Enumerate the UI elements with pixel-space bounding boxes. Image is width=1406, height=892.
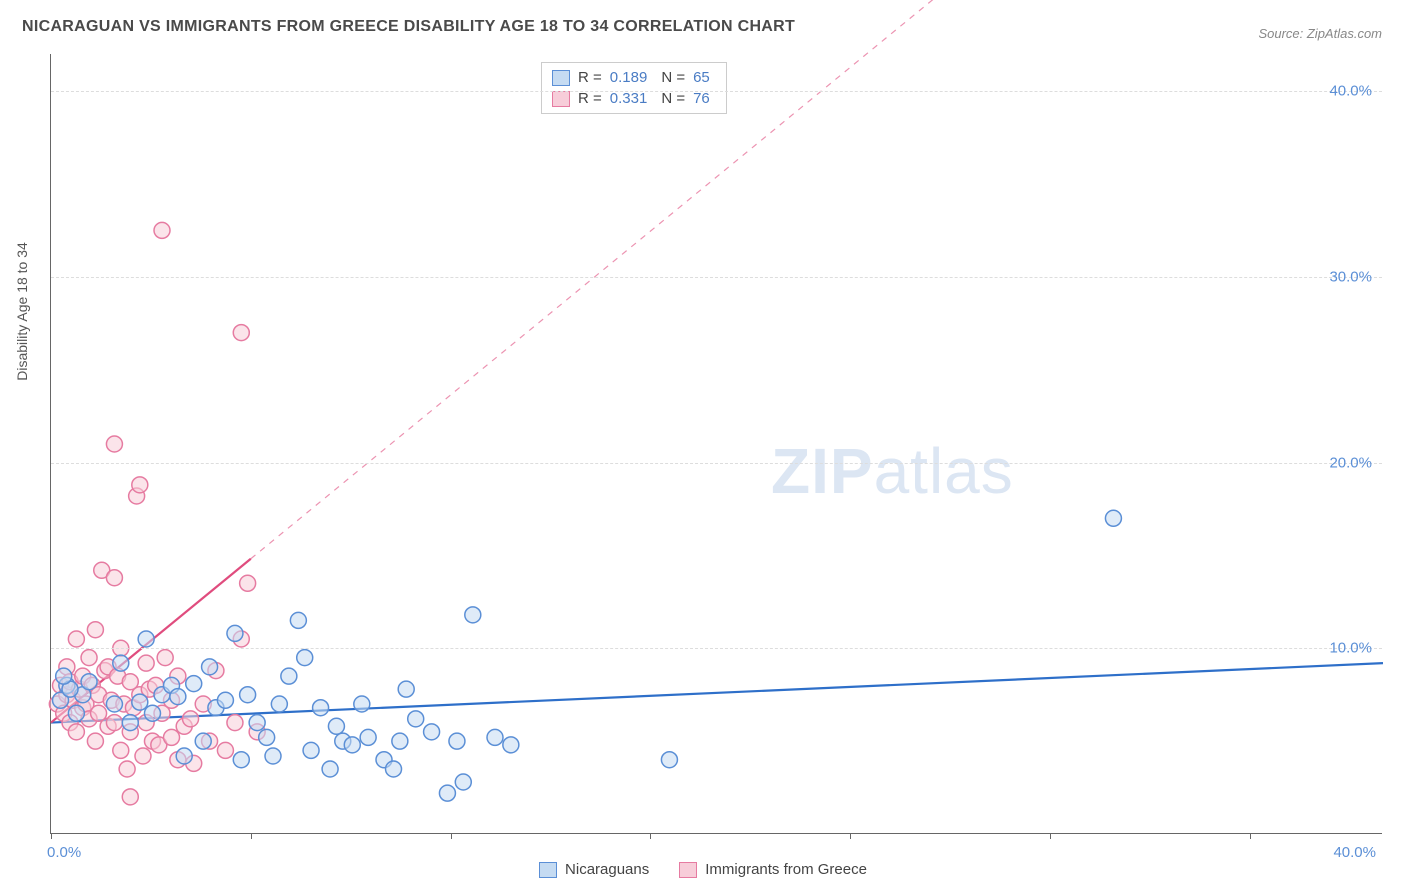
bottom-legend: Nicaraguans Immigrants from Greece xyxy=(0,861,1406,878)
n-value-1: 65 xyxy=(693,69,710,86)
legend-item-2: Immigrants from Greece xyxy=(679,861,867,878)
gridline xyxy=(51,277,1382,278)
r-label: R = xyxy=(578,90,602,107)
x-tick-mark xyxy=(1050,833,1051,839)
legend-item-1: Nicaraguans xyxy=(539,861,649,878)
swatch-blue-icon xyxy=(539,862,557,878)
swatch-pink-icon xyxy=(552,91,570,107)
stats-row-1: R = 0.189 N = 65 xyxy=(552,67,716,88)
x-tick-min: 0.0% xyxy=(47,844,81,861)
gridline xyxy=(51,648,1382,649)
y-tick-label: 30.0% xyxy=(1329,268,1372,285)
legend-label-2: Immigrants from Greece xyxy=(705,861,867,878)
scatter-svg xyxy=(51,54,1382,833)
r-value-2: 0.331 xyxy=(610,90,648,107)
x-tick-mark xyxy=(850,833,851,839)
chart-title: NICARAGUAN VS IMMIGRANTS FROM GREECE DIS… xyxy=(22,18,795,36)
stats-legend-box: R = 0.189 N = 65 R = 0.331 N = 76 xyxy=(541,62,727,114)
n-value-2: 76 xyxy=(693,90,710,107)
plot-area: ZIPatlas R = 0.189 N = 65 R = 0.331 N = … xyxy=(50,54,1382,834)
y-tick-label: 10.0% xyxy=(1329,640,1372,657)
y-axis-label: Disability Age 18 to 34 xyxy=(14,242,30,381)
x-tick-mark xyxy=(51,833,52,839)
gridline xyxy=(51,91,1382,92)
swatch-pink-icon xyxy=(679,862,697,878)
x-tick-mark xyxy=(650,833,651,839)
y-tick-label: 20.0% xyxy=(1329,454,1372,471)
x-tick-max: 40.0% xyxy=(1333,844,1376,861)
x-tick-mark xyxy=(251,833,252,839)
x-tick-mark xyxy=(451,833,452,839)
r-value-1: 0.189 xyxy=(610,69,648,86)
x-tick-mark xyxy=(1250,833,1251,839)
legend-label-1: Nicaraguans xyxy=(565,861,649,878)
swatch-blue-icon xyxy=(552,70,570,86)
n-label: N = xyxy=(661,90,685,107)
source-attribution: Source: ZipAtlas.com xyxy=(1258,26,1382,41)
gridline xyxy=(51,463,1382,464)
r-label: R = xyxy=(578,69,602,86)
n-label: N = xyxy=(661,69,685,86)
y-tick-label: 40.0% xyxy=(1329,83,1372,100)
